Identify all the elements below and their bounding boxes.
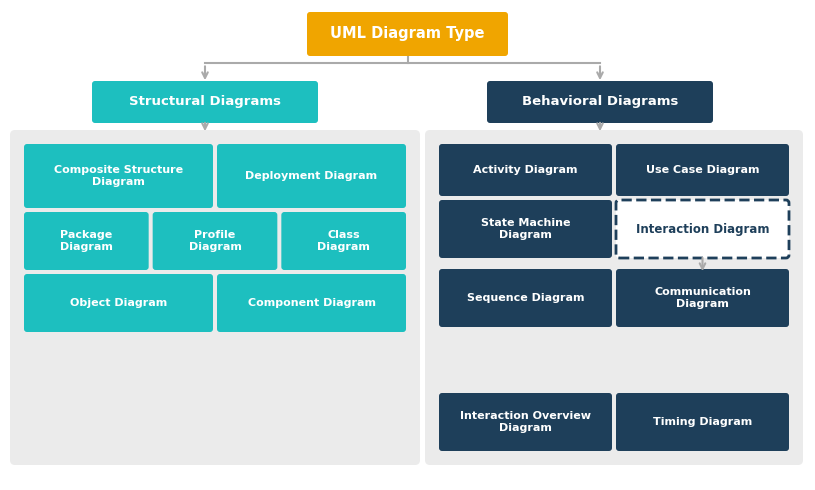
FancyBboxPatch shape [616,393,789,451]
FancyBboxPatch shape [307,12,508,56]
Text: Timing Diagram: Timing Diagram [653,417,752,427]
FancyBboxPatch shape [217,274,406,332]
Text: UML Diagram Type: UML Diagram Type [330,26,485,42]
FancyBboxPatch shape [439,393,612,451]
Text: Use Case Diagram: Use Case Diagram [645,165,760,175]
Text: Package
Diagram: Package Diagram [59,230,112,252]
FancyBboxPatch shape [425,130,803,465]
FancyBboxPatch shape [92,81,318,123]
FancyBboxPatch shape [24,212,148,270]
Text: Composite Structure
Diagram: Composite Structure Diagram [54,165,183,187]
Text: Activity Diagram: Activity Diagram [474,165,578,175]
Text: Deployment Diagram: Deployment Diagram [245,171,377,181]
FancyBboxPatch shape [616,144,789,196]
Text: Class
Diagram: Class Diagram [317,230,370,252]
FancyBboxPatch shape [439,269,612,327]
FancyBboxPatch shape [281,212,406,270]
Text: Profile
Diagram: Profile Diagram [188,230,241,252]
FancyBboxPatch shape [24,144,213,208]
FancyBboxPatch shape [487,81,713,123]
Text: Component Diagram: Component Diagram [248,298,376,308]
FancyBboxPatch shape [217,144,406,208]
FancyBboxPatch shape [439,200,612,258]
FancyBboxPatch shape [616,269,789,327]
FancyBboxPatch shape [10,130,420,465]
Text: Sequence Diagram: Sequence Diagram [467,293,584,303]
Text: Interaction Overview
Diagram: Interaction Overview Diagram [460,411,591,433]
Text: Behavioral Diagrams: Behavioral Diagrams [522,96,678,108]
Text: State Machine
Diagram: State Machine Diagram [481,218,570,240]
Text: Object Diagram: Object Diagram [70,298,167,308]
FancyBboxPatch shape [439,144,612,196]
Text: Structural Diagrams: Structural Diagrams [129,96,281,108]
FancyBboxPatch shape [24,274,213,332]
Text: Interaction Diagram: Interaction Diagram [636,222,769,236]
Text: Communication
Diagram: Communication Diagram [654,287,751,309]
FancyBboxPatch shape [616,200,789,258]
FancyBboxPatch shape [152,212,277,270]
